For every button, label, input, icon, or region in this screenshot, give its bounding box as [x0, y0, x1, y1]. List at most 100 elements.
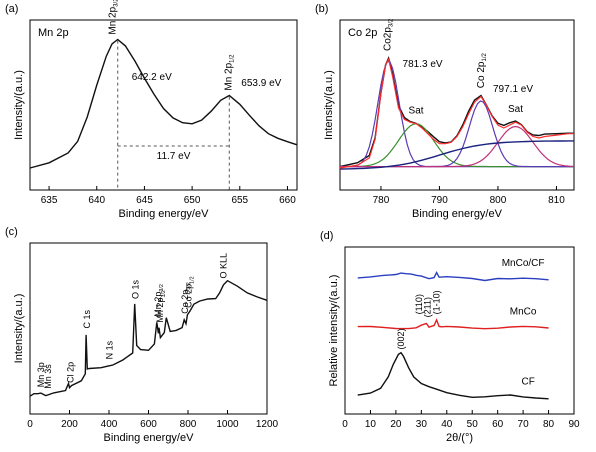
x-axis-label: Binding energy/eV: [412, 208, 503, 220]
x-tick-label: 0: [342, 419, 348, 430]
annotation-peak-sub: 3/2: [186, 282, 192, 290]
x-axis-label: Binding energy/eV: [119, 208, 210, 220]
x-tick-label: 660: [279, 195, 296, 206]
annotation-peak-sub: 1/2: [161, 290, 167, 298]
panel-label: (c): [5, 226, 18, 238]
x-tick-label: 800: [180, 419, 197, 430]
fit-background: [339, 140, 574, 170]
series-label: MnCo/CF: [502, 258, 545, 269]
x-tick-label: 50: [467, 419, 479, 430]
y-axis-label: Intensity/(a.u.): [13, 70, 25, 140]
annotation-peak-text: Mn 3s: [43, 364, 53, 389]
fit-envelope: [339, 57, 574, 169]
x-tick-label: 780: [373, 195, 390, 206]
annotation-mn2p32-text: Mn 2p: [108, 6, 119, 34]
annotation-peak: Co 2p1/2: [183, 276, 195, 308]
annotation-energy: 642.2 eV: [132, 72, 172, 83]
x-axis-label: 2θ/(°): [446, 432, 473, 444]
y-axis-label: Intensity/(a.u.): [323, 70, 335, 140]
x-tick-label: 800: [490, 195, 507, 206]
annotation-peak: N 1s: [105, 340, 115, 359]
annotation-energy: 781.3 eV: [403, 59, 443, 70]
x-tick-label: 90: [568, 419, 580, 430]
annotation-energy: 653.9 eV: [241, 78, 281, 89]
annotation-peak-text: N 1s: [105, 340, 115, 359]
y-axis-label: Intensity/(a.u.): [13, 294, 25, 364]
x-tick-label: 645: [136, 195, 153, 206]
series-label: CF: [522, 376, 535, 387]
annotation-peak: Co 2p3/2: [180, 282, 192, 314]
series-line-0: [29, 279, 268, 397]
plot-frame: [344, 246, 575, 415]
annotation-energy: 797.1 eV: [493, 84, 533, 95]
x-tick-label: 655: [231, 195, 248, 206]
panel-label: (a): [5, 3, 18, 15]
annotation-peak-text: Cl 2p: [66, 362, 76, 383]
fit-peak: [340, 125, 575, 168]
annotation-mn2p12: Mn 2p1/2: [223, 54, 235, 91]
annotation-split: 11.7 eV: [157, 151, 191, 162]
annotation-mn2p12-sub: 1/2: [229, 54, 235, 63]
panel-label: (b): [315, 3, 328, 15]
panel-2: (c) 0 200 400 600 800 1000 1200 Binding energy/e…: [5, 226, 279, 444]
x-tick-label: 70: [518, 419, 530, 430]
x-tick-label: 20: [390, 419, 402, 430]
annotation-co2p12: Co 2p1/2: [476, 53, 488, 89]
plot-frame: [29, 19, 298, 191]
annotation-peak-text: C 1s: [82, 309, 92, 328]
annotation-peak-text: Co 2p: [183, 284, 193, 308]
annotation-sat: Sat: [409, 106, 424, 117]
series-line-0: [29, 38, 298, 169]
annotation-co2p32-text: Co2p: [383, 27, 394, 51]
annotation-mn2p32: Mn 2p3/2: [108, 0, 120, 35]
annotation-co2p32: Co2p3/2: [383, 18, 395, 51]
series-line-cf: [357, 351, 549, 400]
x-tick-label: 10: [365, 419, 377, 430]
y-axis-label: Relative intensity/(a.u.): [328, 275, 340, 387]
x-tick-label: 790: [431, 195, 448, 206]
annotation-plane: (1-10): [432, 290, 442, 314]
x-tick-label: 600: [140, 419, 157, 430]
plot-frame: [29, 242, 268, 415]
annotation-co2p12-sub: 1/2: [482, 53, 488, 62]
x-tick-label: 200: [61, 419, 78, 430]
panel-3: (d) 0 10 20 30 40 50 60 70 80 90 2θ/(°) Relative int…: [320, 230, 580, 444]
annotation-peak-text: Mn 3p: [36, 362, 46, 387]
annotation-sat: Sat: [508, 104, 523, 115]
x-tick-label: 810: [548, 195, 565, 206]
annotation-mn2p32-sub: 3/2: [114, 0, 120, 7]
annotation-peak: Mn 3p: [36, 362, 46, 387]
x-tick-label: 40: [441, 419, 453, 430]
x-tick-label: 1200: [256, 419, 279, 430]
plot-frame: [339, 19, 575, 191]
annotation-plane: (002): [396, 328, 406, 349]
annotation-peak-text: Mn 2p: [153, 292, 163, 317]
annotation-co2p12-text: Co 2p: [476, 61, 487, 88]
x-tick-label: 80: [543, 419, 555, 430]
x-tick-label: 650: [184, 195, 201, 206]
annotation-peak-text: O KLL: [219, 253, 229, 279]
annotation-peak-sub: 3/2: [159, 284, 165, 292]
x-tick-label: 0: [27, 419, 33, 430]
x-tick-label: 1000: [216, 419, 239, 430]
annotation-plane: (110): [414, 294, 424, 314]
annotation-mn2p12-text: Mn 2p: [223, 62, 234, 90]
annotation-plane: (211): [423, 297, 433, 317]
panel-label: (d): [320, 230, 333, 242]
series-label: MnCo: [510, 306, 537, 317]
annotation-peak-text: Mn 2p: [155, 298, 165, 323]
annotation-peak: Mn 3s: [43, 364, 53, 389]
fit-peak: [340, 123, 574, 168]
x-tick-label: 60: [492, 419, 504, 430]
panel-1: (b) 780 790 800 810 Binding energy/eV Intensit…: [315, 3, 575, 220]
series-line-mnco: [357, 318, 549, 330]
annotation-peak-sub: 1/2: [189, 276, 195, 284]
annotation-peak-text: O 1s: [131, 280, 141, 300]
series-line-mncocf: [357, 270, 549, 282]
annotation-peak: Mn 2p3/2: [153, 284, 165, 317]
x-axis-label: Binding energy/eV: [104, 432, 195, 444]
annotation-co2p32-sub: 3/2: [389, 18, 395, 27]
annotation-peak: C 1s: [82, 309, 92, 328]
annotation-peak: O KLL: [219, 253, 229, 279]
